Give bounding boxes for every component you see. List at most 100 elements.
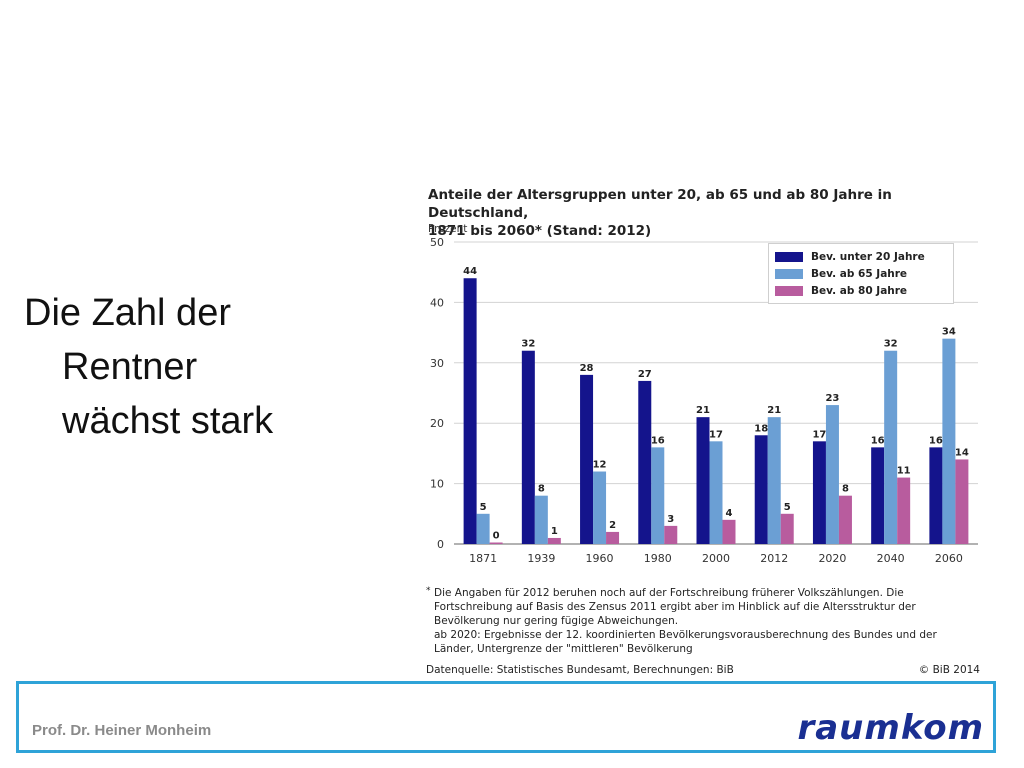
bar (651, 447, 665, 544)
bar-value-label: 3 (667, 514, 674, 525)
bar-value-label: 4 (726, 508, 733, 519)
legend-label: Bev. ab 80 Jahre (811, 284, 908, 297)
x-tick-label: 2020 (818, 552, 846, 565)
bar-value-label: 28 (580, 363, 594, 374)
x-tick-label: 2012 (760, 552, 788, 565)
bar (606, 531, 620, 544)
y-tick-label: 20 (430, 417, 444, 430)
bar-value-label: 16 (871, 435, 885, 446)
y-axis-unit-label: Prozent (428, 223, 468, 235)
footnote-line: Die Angaben für 2012 beruhen noch auf de… (434, 587, 904, 599)
footnote-line: Bevölkerung nur gering fügige Abweichung… (434, 615, 679, 627)
bar-value-label: 21 (767, 405, 781, 416)
legend-swatch (775, 251, 803, 262)
footnote-marker: * (426, 586, 431, 596)
bar (838, 495, 852, 544)
bar (534, 495, 548, 544)
legend-item: Bev. ab 80 Jahre (775, 282, 947, 299)
bar-value-label: 12 (593, 460, 607, 471)
y-tick-label: 40 (430, 296, 444, 309)
bullet-line-2: Rentner (62, 346, 198, 388)
legend-item: Bev. unter 20 Jahre (775, 248, 947, 265)
chart-title: Anteile der Altersgruppen unter 20, ab 6… (428, 186, 988, 240)
bar (521, 350, 535, 544)
footer-frame (16, 681, 996, 753)
x-tick-label: 1980 (644, 552, 672, 565)
bar-value-label: 2 (609, 520, 616, 531)
y-tick-label: 10 (430, 478, 444, 491)
bar (709, 441, 723, 544)
legend-label: Bev. ab 65 Jahre (811, 267, 908, 280)
bar-value-label: 11 (897, 466, 911, 477)
bar (463, 278, 477, 544)
x-tick-label: 1939 (527, 552, 555, 565)
bar (547, 537, 561, 544)
bar-value-label: 16 (929, 435, 943, 446)
bar-value-label: 14 (955, 447, 969, 458)
legend-item: Bev. ab 65 Jahre (775, 265, 947, 282)
legend-label: Bev. unter 20 Jahre (811, 250, 925, 263)
slide-bullet-text: Die Zahl der Rentner wächst stark (24, 286, 344, 448)
bar (722, 519, 736, 544)
bar-value-label: 27 (638, 369, 652, 380)
chart-figure: Anteile der Altersgruppen unter 20, ab 6… (414, 176, 988, 681)
author-name: Prof. Dr. Heiner Monheim (32, 722, 212, 739)
bar (942, 338, 956, 544)
bar-value-label: 1 (551, 526, 558, 537)
bar (476, 513, 490, 544)
legend-swatch (775, 285, 803, 296)
x-tick-label: 1960 (586, 552, 614, 565)
bar (929, 447, 943, 544)
bar-value-label: 8 (842, 484, 849, 495)
bar (955, 459, 969, 544)
chart-title-line-2: 1871 bis 2060* (Stand: 2012) (428, 223, 652, 239)
bar-value-label: 44 (463, 266, 477, 277)
bar (897, 477, 911, 544)
bar-value-label: 8 (538, 484, 545, 495)
bar (580, 374, 594, 544)
bar-value-label: 0 (493, 531, 500, 542)
legend-swatch (775, 268, 803, 279)
x-tick-label: 2040 (877, 552, 905, 565)
footnote-line: ab 2020: Ergebnisse der 12. koordinierte… (434, 629, 937, 641)
bar-value-label: 17 (709, 429, 723, 440)
copyright: © BiB 2014 (918, 664, 980, 676)
bar-value-label: 32 (521, 339, 535, 350)
chart-legend: Bev. unter 20 Jahre Bev. ab 65 Jahre Bev. … (768, 243, 954, 304)
bar-value-label: 21 (696, 405, 710, 416)
x-tick-label: 2000 (702, 552, 730, 565)
bar (884, 350, 898, 544)
bar (780, 513, 794, 544)
bar (696, 417, 710, 544)
bar-value-label: 16 (651, 435, 665, 446)
bar-value-label: 23 (825, 393, 839, 404)
x-tick-label: 2060 (935, 552, 963, 565)
y-tick-label: 0 (437, 538, 444, 551)
bullet-line-3: wächst stark (62, 400, 274, 442)
bar-value-label: 32 (884, 339, 898, 350)
bar-value-label: 17 (812, 429, 826, 440)
bar (638, 380, 652, 544)
bar (489, 542, 503, 544)
bar (767, 417, 781, 544)
chart-footnotes: * Die Angaben für 2012 beruhen noch auf … (426, 586, 982, 656)
y-tick-label: 30 (430, 357, 444, 370)
bar (664, 525, 678, 544)
raumkom-logo: raumkom (797, 708, 984, 748)
y-tick-label: 50 (430, 236, 444, 249)
footnote-line: Fortschreibung auf Basis des Zensus 2011… (434, 601, 916, 613)
chart-source-row: Datenquelle: Statistisches Bundesamt, Be… (426, 664, 980, 676)
bar (871, 447, 885, 544)
bar (754, 435, 768, 544)
bar-chart-svg: 0102030405044501871328119392812219602716… (430, 236, 978, 565)
data-source: Datenquelle: Statistisches Bundesamt, Be… (426, 664, 734, 676)
bar-value-label: 5 (784, 502, 791, 513)
bar (812, 441, 826, 544)
bullet-line-1: Die Zahl der (24, 292, 231, 334)
footnote-line: Länder, Untergrenze der "mittleren" Bevö… (434, 643, 693, 655)
bar (825, 405, 839, 544)
bar (593, 471, 607, 544)
bar-value-label: 34 (942, 327, 956, 338)
x-tick-label: 1871 (469, 552, 497, 565)
bar-value-label: 18 (754, 423, 768, 434)
